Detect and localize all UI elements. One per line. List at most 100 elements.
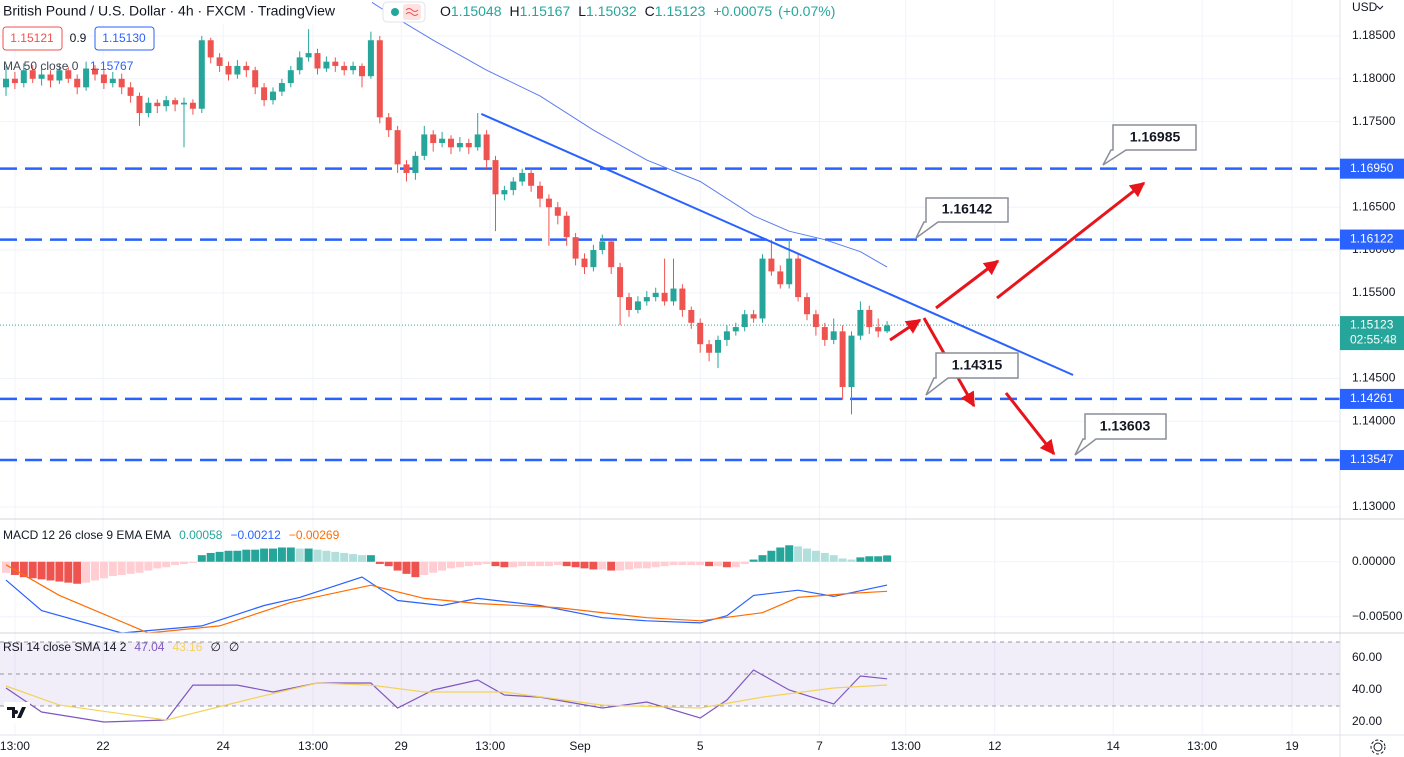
candle-body: [403, 164, 410, 173]
y-tick-label: 1.14000: [1352, 413, 1396, 427]
histogram-bar: [215, 551, 224, 562]
candle-body: [216, 57, 223, 66]
candle-body: [56, 70, 63, 81]
histogram-bar: [162, 561, 171, 568]
histogram-bar: [304, 548, 313, 562]
candle-body: [884, 325, 891, 332]
candle-body: [100, 74, 107, 84]
candle-body: [563, 215, 570, 238]
quote-line: O1.15048 H1.15167 L1.15032 C1.15123 +0.00075…: [440, 3, 835, 19]
histogram-bar: [393, 561, 402, 571]
rsi-extra: ∅: [229, 640, 239, 654]
candle-body: [474, 134, 481, 148]
candle-body: [830, 331, 837, 340]
histogram-bar: [625, 561, 633, 570]
rsi-value: 43.16: [172, 640, 202, 654]
rsi-line: [5, 682, 888, 721]
candle-body: [47, 74, 54, 81]
candle-body: [866, 309, 873, 328]
callout-label: 1.14315: [952, 357, 1003, 373]
candle-body: [448, 138, 454, 148]
candle-body: [554, 207, 561, 216]
y-tick-label: 1.14500: [1352, 371, 1396, 385]
candle-body: [501, 190, 508, 195]
countdown: 02:55:48: [1350, 332, 1397, 346]
candle-body: [875, 327, 882, 332]
trend-line: [480, 112, 1074, 376]
histogram-bar: [856, 557, 865, 562]
histogram-bar: [678, 561, 687, 566]
y-tick-label: 1.18000: [1352, 71, 1396, 85]
last-price-tag: [1340, 316, 1404, 351]
histogram-bar: [286, 547, 295, 562]
callout-box: [915, 197, 1009, 239]
candle-body: [296, 57, 303, 71]
histogram-bar: [829, 555, 838, 562]
histogram-bar: [73, 561, 82, 584]
candle-body: [287, 70, 294, 84]
arrow: [935, 259, 1000, 310]
histogram-bar: [251, 549, 260, 562]
histogram-bar: [651, 561, 660, 568]
candle-body: [92, 68, 98, 75]
level-tag: [1340, 158, 1404, 179]
histogram-bar: [562, 561, 571, 567]
level-label: 1.14261: [1350, 391, 1394, 405]
candle-body: [439, 138, 446, 143]
histogram-bar: [153, 561, 162, 569]
candle-body: [590, 250, 597, 268]
histogram-bar: [660, 561, 669, 567]
status-dot: [391, 8, 399, 16]
histogram-bar: [224, 550, 233, 562]
candle-body: [777, 271, 784, 285]
histogram-bar: [99, 561, 108, 579]
candle-body: [163, 100, 170, 107]
settings-icon[interactable]: [1370, 739, 1386, 755]
logo: [14, 710, 18, 714]
candle-body: [626, 297, 632, 310]
x-tick-label: 13:00: [1187, 739, 1217, 753]
histogram-bar: [340, 552, 349, 562]
candle-body: [198, 40, 205, 109]
grid: [0, 0, 1340, 735]
histogram-bar: [197, 555, 206, 562]
histogram-bar: [144, 561, 153, 571]
y-tick-label: 1.16500: [1352, 199, 1396, 213]
buy-box: [94, 26, 155, 51]
candle-body: [537, 185, 543, 199]
candle-body: [11, 78, 18, 84]
candle-body: [839, 331, 846, 388]
histogram-bar: [10, 561, 19, 575]
histogram-bar: [838, 558, 847, 562]
rsi-value: 47.04: [134, 640, 164, 654]
histogram-bar: [206, 552, 215, 562]
status-icon: [403, 4, 421, 20]
histogram-bar: [794, 546, 803, 562]
histogram-bar: [518, 561, 527, 567]
candle-body: [634, 301, 641, 310]
y-tick-label: 1.15500: [1352, 285, 1396, 299]
quote-value: 1.15032: [586, 3, 637, 19]
histogram-bar: [260, 548, 269, 562]
candle-body: [38, 74, 45, 79]
logo: [7, 707, 26, 718]
x-tick-label: 13:00: [475, 739, 505, 753]
candle-body: [332, 61, 339, 66]
candle-body: [732, 327, 739, 332]
histogram-bar: [447, 561, 455, 569]
candle-body: [492, 160, 499, 195]
candle-body: [581, 258, 588, 268]
candle-body: [270, 91, 276, 101]
candle-body: [118, 78, 125, 88]
histogram-bar: [749, 559, 758, 562]
y-tick-label: 40.00: [1352, 682, 1382, 696]
histogram-bar: [19, 561, 28, 578]
axis-background: [1340, 0, 1404, 735]
level-tag: [1340, 450, 1404, 471]
histogram-bar: [696, 561, 705, 566]
quote-key: O: [440, 3, 451, 19]
candle-body: [421, 134, 428, 156]
x-tick-label: 13:00: [0, 739, 30, 753]
y-tick-label: 20.00: [1352, 714, 1382, 728]
buy-price: 1.15130: [102, 31, 146, 45]
